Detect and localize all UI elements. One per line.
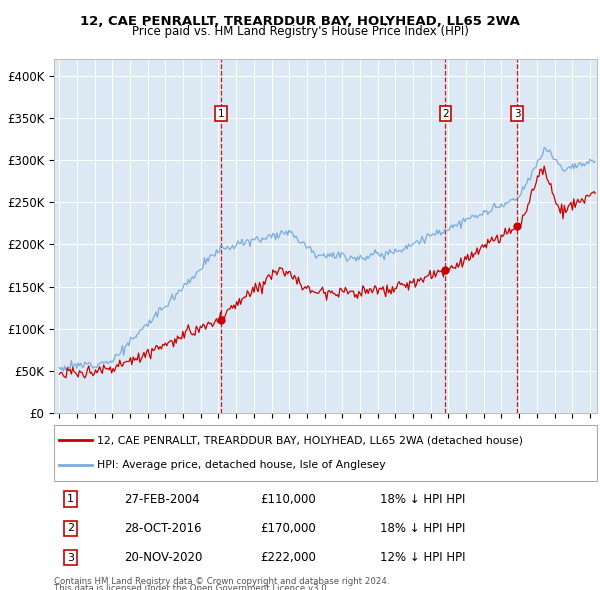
Text: HPI: Average price, detached house, Isle of Anglesey: HPI: Average price, detached house, Isle…: [97, 460, 386, 470]
Text: 2: 2: [442, 109, 449, 119]
Text: 1: 1: [218, 109, 224, 119]
Text: 3: 3: [514, 109, 521, 119]
Text: £222,000: £222,000: [260, 551, 316, 564]
Text: 28-OCT-2016: 28-OCT-2016: [125, 522, 202, 535]
Text: 12, CAE PENRALLT, TREARDDUR BAY, HOLYHEAD, LL65 2WA: 12, CAE PENRALLT, TREARDDUR BAY, HOLYHEA…: [80, 15, 520, 28]
Text: 2: 2: [67, 523, 74, 533]
Text: 12% ↓ HPI HPI: 12% ↓ HPI HPI: [380, 551, 466, 564]
Text: 3: 3: [67, 553, 74, 563]
Text: Price paid vs. HM Land Registry's House Price Index (HPI): Price paid vs. HM Land Registry's House …: [131, 25, 469, 38]
Text: 20-NOV-2020: 20-NOV-2020: [125, 551, 203, 564]
Text: 27-FEB-2004: 27-FEB-2004: [125, 493, 200, 506]
Text: 18% ↓ HPI HPI: 18% ↓ HPI HPI: [380, 493, 465, 506]
Text: Contains HM Land Registry data © Crown copyright and database right 2024.: Contains HM Land Registry data © Crown c…: [54, 577, 389, 586]
Text: £110,000: £110,000: [260, 493, 316, 506]
FancyBboxPatch shape: [54, 425, 597, 481]
Text: 12, CAE PENRALLT, TREARDDUR BAY, HOLYHEAD, LL65 2WA (detached house): 12, CAE PENRALLT, TREARDDUR BAY, HOLYHEA…: [97, 435, 523, 445]
Text: £170,000: £170,000: [260, 522, 316, 535]
Text: 1: 1: [67, 494, 74, 504]
Text: This data is licensed under the Open Government Licence v3.0.: This data is licensed under the Open Gov…: [54, 584, 329, 590]
Text: 18% ↓ HPI HPI: 18% ↓ HPI HPI: [380, 522, 465, 535]
